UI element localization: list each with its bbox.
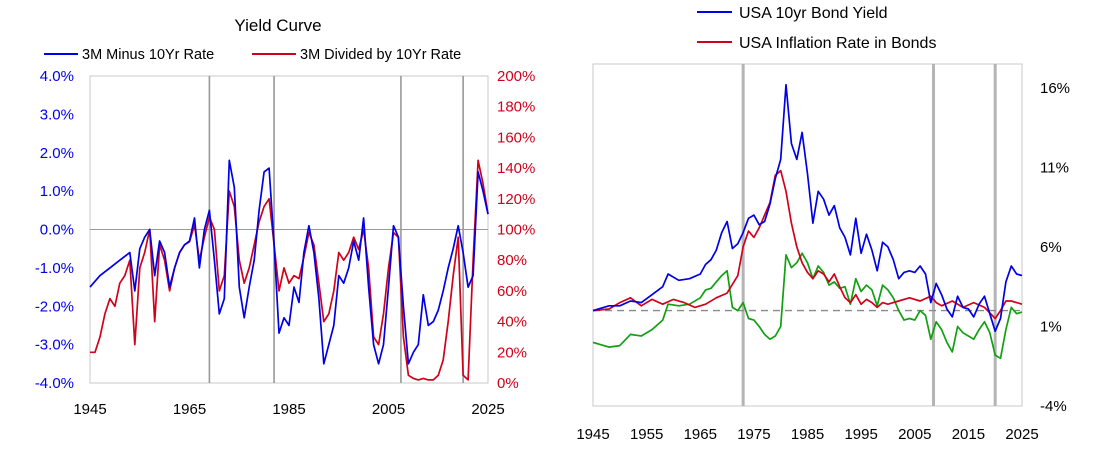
y-tick-left: -3.0% [35, 337, 74, 354]
y-tick-right: 6% [1040, 239, 1062, 256]
y-tick-left: -2.0% [35, 298, 74, 315]
y-tick-left: -1.0% [35, 260, 74, 277]
chart-title: Yield Curve [234, 16, 321, 35]
yield-curve-chart: Yield Curve 3M Minus 10Yr Rate 3M Divide… [35, 16, 536, 418]
y-tick-right: -4% [1040, 398, 1067, 415]
y-tick-right: 40% [497, 314, 527, 331]
series-line-ratio [90, 159, 489, 381]
y-tick-left: 4.0% [40, 68, 74, 85]
y-tick-left: 3.0% [40, 106, 74, 123]
y-tick-right: 100% [497, 222, 535, 239]
legend-label-ratio: 3M Divided by 10Yr Rate [300, 47, 461, 63]
y-tick-left: 2.0% [40, 145, 74, 162]
legend-label-spread: 3M Minus 10Yr Rate [82, 47, 214, 63]
series-line-real-yield [592, 252, 1023, 360]
x-tick: 2005 [898, 426, 931, 443]
series-line-inflation [592, 169, 1023, 320]
y-tick-right: 1% [1040, 318, 1062, 335]
y-tick-right: 0% [497, 375, 519, 392]
y-tick-right: 60% [497, 283, 527, 300]
bond-yield-chart: USA 10yr Bond Yield USA Inflation Rate i… [576, 5, 1070, 443]
y-tick-right: 80% [497, 252, 527, 269]
y-axis-right-ticks: 0% 20% 40% 60% 80% 100% 120% 140% 160% 180% 200% [497, 68, 535, 392]
x-axis-ticks: 1945 1955 1965 1975 1985 1995 2005 2015 2025 [576, 426, 1038, 443]
series-line-bond-yield [592, 83, 1023, 333]
y-tick-right: 160% [497, 129, 535, 146]
recession-lines [741, 64, 997, 406]
legend: 3M Minus 10Yr Rate 3M Divided by 10Yr Ra… [44, 47, 461, 63]
x-axis-ticks: 1945 1965 1985 2005 2025 [73, 401, 504, 418]
x-tick: 2015 [952, 426, 985, 443]
y-tick-right: 11% [1040, 159, 1069, 176]
legend-label-inflation: USA Inflation Rate in Bonds [739, 35, 936, 52]
x-tick: 2025 [1005, 426, 1038, 443]
series-group [89, 159, 489, 381]
legend-label-yield: USA 10yr Bond Yield [739, 5, 888, 22]
series-group [592, 83, 1023, 360]
x-tick: 1965 [684, 426, 717, 443]
y-axis-left-ticks: -4.0% -3.0% -2.0% -1.0% 0.0% 1.0% 2.0% 3.0% 4.0% [35, 68, 74, 392]
plot-frame [592, 63, 1023, 407]
y-tick-right: 200% [497, 68, 535, 85]
y-tick-right: 120% [497, 191, 535, 208]
x-tick: 1985 [791, 426, 824, 443]
x-tick: 1945 [73, 401, 106, 418]
series-line-spread [89, 159, 489, 365]
legend: USA 10yr Bond Yield USA Inflation Rate i… [697, 5, 936, 52]
y-axis-right-ticks: -4% 1% 6% 11% 16% [1040, 80, 1070, 415]
y-tick-right: 16% [1040, 80, 1070, 97]
x-tick: 1945 [576, 426, 609, 443]
x-tick: 1965 [173, 401, 206, 418]
x-tick: 2025 [471, 401, 504, 418]
y-tick-right: 20% [497, 344, 527, 361]
y-tick-left: 0.0% [40, 222, 74, 239]
x-tick: 1975 [737, 426, 770, 443]
y-tick-right: 180% [497, 99, 535, 116]
x-tick: 1985 [272, 401, 305, 418]
y-tick-right: 140% [497, 160, 535, 177]
y-tick-left: 1.0% [40, 183, 74, 200]
x-tick: 2005 [372, 401, 405, 418]
x-tick: 1995 [844, 426, 877, 443]
x-tick: 1955 [630, 426, 663, 443]
y-tick-left: -4.0% [35, 375, 74, 392]
